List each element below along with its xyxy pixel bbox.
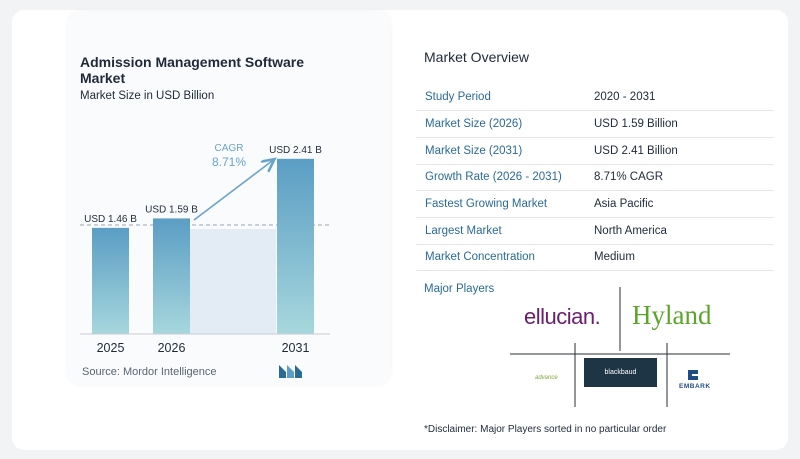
overview-value: Medium — [586, 244, 774, 272]
data-label-2026: USD 1.59 B — [145, 204, 198, 215]
bar-chart: USD 1.46 B 2025 USD 1.59 B 2026 USD 2.41 B 20… — [80, 143, 330, 355]
chart-title: Admission Management Software Market — [80, 54, 305, 86]
overview-row: Largest Market North America — [416, 217, 774, 245]
major-players-title: Major Players — [424, 283, 495, 295]
disclaimer-text: *Disclaimer: Major Players sorted in no … — [424, 424, 667, 435]
data-label-2025: USD 1.46 B — [84, 214, 137, 225]
x-tick-2025: 2025 — [97, 341, 125, 355]
chart-subtitle: Market Size in USD Billion — [80, 90, 215, 102]
overview-key: Market Concentration — [416, 244, 586, 272]
overview-key: Largest Market — [416, 217, 586, 245]
hyland-logo: Hyland — [632, 300, 712, 330]
bar-2025 — [92, 227, 129, 334]
overview-value: 8.71% CAGR — [586, 164, 774, 192]
bar-2031 — [277, 158, 314, 334]
mordor-logo-icon — [279, 365, 302, 378]
advance-logo: advance — [535, 375, 558, 381]
overview-table: Study Period 2020 - 2031 Market Size (2026… — [416, 84, 774, 272]
embark-mark-icon — [688, 370, 698, 380]
growth-shade — [189, 229, 276, 334]
ellucian-logo: ellucian. — [524, 304, 601, 329]
overview-value: USD 2.41 Billion — [586, 137, 774, 165]
cagr-label: CAGR — [215, 143, 244, 154]
cagr-arrow — [193, 161, 272, 221]
overview-row: Market Concentration Medium — [416, 244, 774, 272]
overview-key: Market Size (2031) — [416, 137, 586, 165]
blackbaud-logo: blackbaud — [584, 358, 657, 387]
overview-key: Growth Rate (2026 - 2031) — [416, 164, 586, 192]
source-text: Source: Mordor Intelligence — [82, 366, 217, 378]
bar-2026 — [153, 218, 190, 334]
players-grid — [510, 287, 730, 407]
overview-row: Growth Rate (2026 - 2031) 8.71% CAGR — [416, 164, 774, 192]
overview-key: Market Size (2026) — [416, 110, 586, 138]
overview-row: Fastest Growing Market Asia Pacific — [416, 190, 774, 218]
data-label-2031: USD 2.41 B — [269, 145, 322, 156]
overview-row: Market Size (2026) USD 1.59 Billion — [416, 110, 774, 138]
overview-key: Study Period — [416, 84, 586, 112]
x-tick-2031: 2031 — [282, 341, 310, 355]
overview-value: Asia Pacific — [586, 190, 774, 218]
overview-row: Market Size (2031) USD 2.41 Billion — [416, 137, 774, 165]
overview-value: 2020 - 2031 — [586, 84, 774, 112]
embark-logo: EMBARK — [679, 383, 711, 390]
x-tick-2026: 2026 — [158, 341, 186, 355]
overview-key: Fastest Growing Market — [416, 190, 586, 218]
overview-value: North America — [586, 217, 774, 245]
overview-row: Study Period 2020 - 2031 — [416, 84, 774, 112]
overview-title: Market Overview — [424, 49, 530, 65]
cagr-value: 8.71% — [212, 155, 246, 169]
overview-value: USD 1.59 Billion — [586, 110, 774, 138]
